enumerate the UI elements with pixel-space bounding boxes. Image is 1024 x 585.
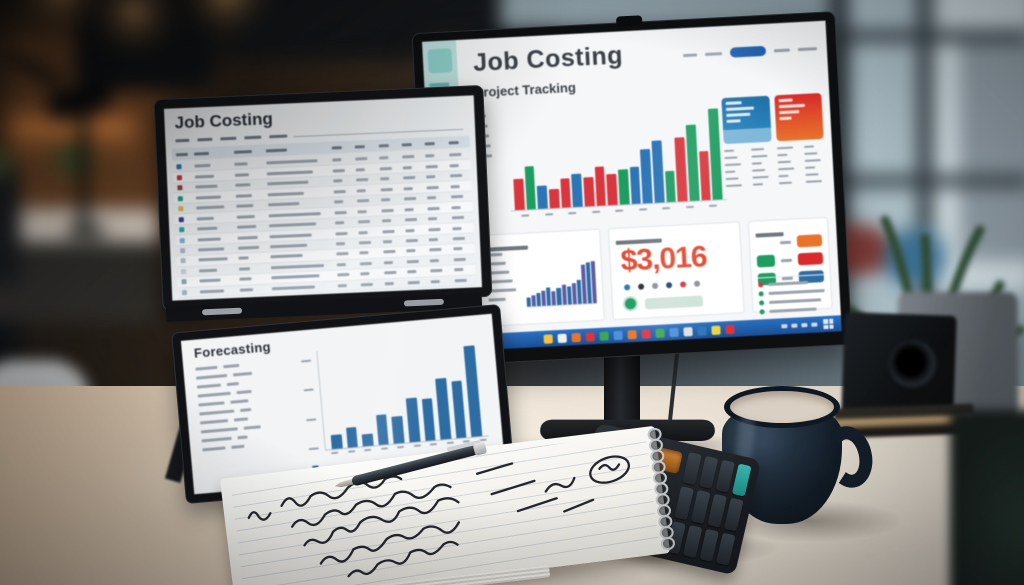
menu-bar — [175, 134, 288, 143]
microphone-stand — [79, 112, 88, 232]
hinge-pad — [403, 298, 444, 307]
app-nav — [682, 43, 817, 60]
project-tracking-bar-chart — [505, 96, 727, 212]
hinge-pad — [201, 307, 243, 316]
kitchen-hood — [75, 0, 215, 90]
kpi-panel: $3,016 — [608, 221, 745, 321]
bottom-panels: $3,016 — [478, 216, 833, 327]
top-screen: Job Costing — [153, 84, 493, 312]
pendant-light — [128, 6, 139, 17]
speaker-port — [888, 339, 938, 390]
summary-cards — [721, 92, 824, 145]
microphone-base — [68, 226, 104, 236]
desk-speaker — [841, 312, 957, 418]
summary-mini-table — [724, 145, 826, 188]
kpi-total-value: $3,016 — [619, 240, 708, 278]
under-shelf-light — [15, 122, 130, 132]
webcam — [615, 15, 643, 27]
kpi-status-pill — [644, 295, 704, 310]
forecasting-bar-chart — [316, 336, 489, 451]
summary-card-red — [773, 92, 824, 142]
summary-card-blue — [721, 95, 772, 145]
app-main-area: Job Costing Project Tracking — [455, 20, 842, 351]
totals-panel — [747, 216, 833, 315]
table-rows — [172, 149, 476, 299]
forecast-y-ticks — [291, 359, 319, 451]
totals-legend — [757, 274, 826, 315]
forecast-row-labels — [195, 360, 294, 452]
pen-end-cap — [472, 441, 488, 457]
dual-screen-device: Job Costing Forecasting — [150, 84, 515, 505]
productivity-bar-chart — [523, 244, 598, 308]
forecasting-title: Forecasting — [193, 339, 272, 361]
system-tray — [781, 318, 834, 332]
kpi-dots — [623, 280, 701, 291]
dark-appliance — [0, 165, 20, 285]
job-costing-table-screen: Job Costing — [163, 95, 483, 301]
left-screen-title: Job Costing — [174, 109, 274, 133]
check-circle-icon — [622, 295, 639, 312]
app-title: Job Costing — [472, 41, 624, 78]
taskbar-app-icons — [543, 324, 735, 344]
plant-dark-corner — [950, 410, 1024, 585]
kitchen-cabinet — [0, 242, 160, 322]
sidebar-logo-tile — [427, 48, 453, 74]
